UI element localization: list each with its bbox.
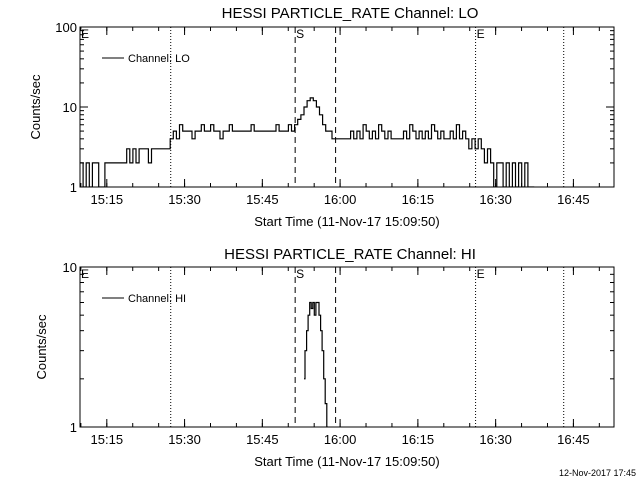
footer-timestamp: 12-Nov-2017 17:45: [559, 468, 636, 478]
marker-label: E: [81, 267, 89, 281]
series-line: [80, 97, 535, 187]
legend-label: Channel: LO: [128, 53, 190, 65]
x-tick-label: 16:00: [324, 192, 357, 207]
x-tick-label: 16:30: [479, 192, 512, 207]
x-tick-label: 15:15: [91, 192, 124, 207]
marker-label: E: [81, 27, 89, 41]
y-tick-label: 1: [70, 180, 77, 195]
y-tick-label: 10: [63, 100, 77, 115]
x-tick-label: 15:15: [91, 432, 124, 447]
y-axis-label: Counts/sec: [34, 314, 49, 380]
y-tick-label: 1: [70, 420, 77, 435]
x-tick-label: 16:00: [324, 432, 357, 447]
marker-label: E: [477, 267, 485, 281]
plot-frame: [79, 266, 615, 428]
y-axis-label: Counts/sec: [28, 74, 43, 140]
x-tick-label: 15:45: [246, 192, 279, 207]
y-tick-label: 10: [63, 260, 77, 275]
series-line: [304, 301, 328, 427]
x-tick-label: 15:45: [246, 432, 279, 447]
chart-title: HESSI PARTICLE_RATE Channel: LO: [222, 5, 479, 22]
legend-label: Channel: HI: [128, 293, 186, 305]
x-tick-label: 16:15: [402, 432, 435, 447]
x-axis-label: Start Time (11-Nov-17 15:09:50): [254, 214, 439, 229]
x-tick-label: 16:30: [479, 432, 512, 447]
x-tick-label: 16:45: [557, 192, 590, 207]
lo-channel-chart: HESSI PARTICLE_RATE Channel: LO Counts/s…: [28, 5, 615, 229]
chart-title: HESSI PARTICLE_RATE Channel: HI: [224, 246, 476, 263]
marker-label: S: [296, 27, 304, 41]
x-tick-label: 15:30: [168, 432, 201, 447]
x-axis-label: Start Time (11-Nov-17 15:09:50): [254, 454, 439, 469]
marker-label: S: [296, 267, 304, 281]
y-tick-label: 100: [55, 20, 77, 35]
x-tick-label: 16:15: [402, 192, 435, 207]
marker-label: E: [477, 27, 485, 41]
x-tick-label: 15:30: [168, 192, 201, 207]
x-tick-label: 16:45: [557, 432, 590, 447]
hi-channel-chart: HESSI PARTICLE_RATE Channel: HI Counts/s…: [34, 246, 615, 469]
